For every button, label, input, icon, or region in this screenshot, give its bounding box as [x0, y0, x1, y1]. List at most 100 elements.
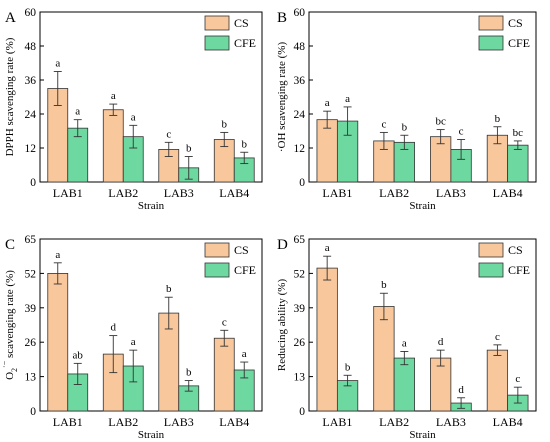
- y-tick-label: 52: [25, 268, 37, 280]
- legend-swatch-cfe: [478, 262, 504, 278]
- plot-frame: [39, 238, 263, 412]
- y-tick-label: 65: [294, 234, 306, 246]
- x-tick-label: LAB3: [164, 186, 194, 200]
- significance-letter: a: [325, 242, 330, 254]
- significance-letter: c: [166, 128, 171, 140]
- legend-swatch-cfe: [204, 35, 230, 51]
- significance-letter: a: [111, 90, 116, 102]
- panel-letter: C: [5, 237, 15, 253]
- x-tick-label: LAB4: [219, 415, 249, 429]
- bar-cs: [316, 267, 338, 412]
- y-tick-label: 0: [30, 406, 36, 418]
- x-tick-label: LAB3: [436, 415, 466, 429]
- y-tick-label: 52: [294, 268, 306, 280]
- bar-cs: [316, 119, 338, 183]
- bar-cfe: [393, 357, 415, 412]
- y-tick-label: 0: [30, 177, 36, 189]
- significance-letter: a: [131, 336, 136, 348]
- significance-letter: c: [495, 331, 500, 343]
- significance-letter: a: [345, 93, 350, 105]
- x-tick-label: LAB1: [322, 415, 352, 429]
- y-tick-label: 24: [294, 109, 306, 121]
- panel-letter: D: [277, 237, 288, 253]
- y-tick-label: 60: [25, 7, 37, 19]
- significance-letter: b: [166, 283, 172, 295]
- x-axis-title: Strain: [409, 429, 436, 441]
- significance-letter: b: [495, 113, 501, 125]
- panel-d: 0 13 26 39 52 65 LAB1 LAB2 LAB3 LAB4 Strain Reducin…: [276, 234, 537, 441]
- x-tick-label: LAB4: [493, 186, 523, 200]
- significance-letter: a: [402, 337, 407, 349]
- x-tick-label: LAB1: [322, 186, 352, 200]
- bar-cs: [486, 349, 509, 412]
- y-axis-title: DPPH scavenging rate (%): [4, 37, 16, 156]
- y-axis-title: O2·− scavenging rate (%): [0, 270, 19, 380]
- x-tick-label: LAB2: [108, 415, 138, 429]
- x-tick-label: LAB4: [493, 415, 523, 429]
- significance-letter: b: [186, 143, 192, 155]
- y-tick-label: 24: [25, 109, 37, 121]
- x-tick-label: LAB1: [53, 186, 83, 200]
- significance-letter: b: [402, 121, 408, 133]
- significance-letter: b: [186, 367, 192, 379]
- x-tick-label: LAB4: [219, 186, 249, 200]
- x-tick-label: LAB1: [53, 415, 83, 429]
- y-axis-title-part: 2: [10, 368, 19, 372]
- significance-letter: c: [222, 316, 227, 328]
- bar-cs: [47, 272, 69, 412]
- bar-cs: [373, 306, 395, 412]
- legend-swatch-cfe: [204, 262, 230, 278]
- x-axis-title: Strain: [138, 200, 165, 212]
- x-tick-label: LAB2: [108, 186, 138, 200]
- panel-c: 0 13 26 39 52 65 LAB1 LAB2 LAB3 LAB4 Strain O2·− sc…: [0, 234, 263, 441]
- legend-swatch-cs: [204, 15, 230, 31]
- x-axis-title: Strain: [409, 200, 436, 212]
- significance-letter: b: [345, 361, 351, 373]
- y-tick-label: 48: [294, 41, 306, 53]
- significance-letter: d: [111, 322, 117, 334]
- significance-letter: a: [55, 249, 60, 261]
- y-axis-title: ·OH scavenging rate (%): [276, 42, 288, 153]
- y-tick-label: 48: [25, 41, 37, 53]
- significance-letter: a: [325, 97, 330, 109]
- plot-frame: [308, 238, 537, 412]
- significance-letter: bc: [513, 127, 524, 139]
- y-tick-label: 26: [294, 337, 306, 349]
- significance-letter: ab: [73, 349, 84, 361]
- y-axis-title: Reducing ability (%): [276, 279, 288, 372]
- y-tick-label: 12: [25, 143, 37, 155]
- y-tick-label: 13: [294, 372, 306, 384]
- y-tick-label: 65: [25, 234, 37, 246]
- significance-letter: c: [459, 126, 464, 138]
- panel-b: 0 12 24 36 48 60 LAB1 LAB2 LAB3 LAB4 Strain ·OH sca…: [276, 7, 537, 212]
- bar-cs: [213, 337, 235, 412]
- significance-letter: c: [515, 373, 520, 385]
- bar-cs: [102, 109, 124, 183]
- legend-label: CS: [508, 243, 523, 257]
- significance-letter: a: [55, 58, 60, 70]
- y-tick-label: 12: [294, 143, 306, 155]
- significance-letter: c: [381, 118, 386, 130]
- y-axis-title-part: O: [4, 372, 16, 380]
- legend-swatch-cfe: [478, 35, 504, 51]
- legend-label: CFE: [508, 263, 530, 277]
- y-tick-label: 39: [294, 303, 306, 315]
- y-tick-label: 60: [294, 7, 306, 19]
- significance-letter: b: [241, 138, 247, 150]
- legend-label: CFE: [234, 263, 256, 277]
- y-tick-label: 36: [25, 75, 37, 87]
- legend-swatch-cs: [478, 242, 504, 258]
- legend-swatch-cs: [204, 242, 230, 258]
- x-tick-label: LAB3: [164, 415, 194, 429]
- x-tick-label: LAB3: [436, 186, 466, 200]
- y-tick-label: 13: [25, 372, 37, 384]
- significance-letter: a: [242, 348, 247, 360]
- significance-letter: a: [75, 106, 80, 118]
- panel-letter: B: [277, 10, 287, 26]
- plot-frame: [39, 11, 263, 183]
- significance-letter: bc: [435, 116, 446, 128]
- legend-label: CFE: [234, 36, 256, 50]
- panel-letter: A: [5, 10, 16, 26]
- y-tick-label: 26: [25, 337, 37, 349]
